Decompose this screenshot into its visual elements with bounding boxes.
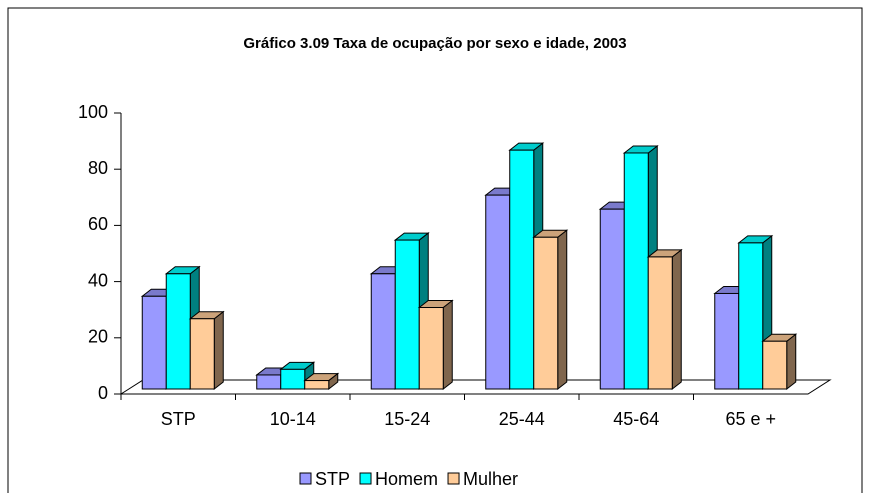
y-tick-label: 100 (78, 102, 108, 122)
x-tick-label: 15-24 (384, 409, 430, 429)
bar (599, 208, 625, 390)
bar (141, 295, 167, 390)
bar (189, 318, 215, 390)
bar (738, 242, 764, 390)
y-tick-label: 40 (88, 270, 108, 290)
bar (623, 152, 649, 390)
bar (533, 236, 559, 390)
x-tick-label: 10-14 (270, 409, 316, 429)
legend-label: Mulher (463, 469, 518, 489)
legend-swatch (299, 472, 312, 485)
legend-label: STP (315, 469, 350, 489)
bar (370, 273, 396, 390)
bar-side (786, 333, 797, 391)
bar (647, 256, 673, 390)
bar-side (442, 299, 453, 391)
bar (509, 149, 535, 390)
legend-swatch (359, 472, 372, 485)
chart-frame (7, 7, 863, 493)
y-tick-label: 80 (88, 158, 108, 178)
x-tick-label: 65 e + (725, 409, 776, 429)
y-tick-label: 0 (98, 383, 108, 403)
bar (418, 307, 444, 390)
legend-label: Homem (375, 469, 438, 489)
bar (304, 380, 330, 390)
x-tick-label: 45-64 (613, 409, 659, 429)
bar (165, 273, 191, 390)
chart-title: Gráfico 3.09 Taxa de ocupação por sexo e… (243, 35, 626, 52)
x-tick-label: STP (161, 409, 196, 429)
bar (394, 239, 420, 390)
bar-side (213, 310, 224, 391)
bar-side (557, 229, 568, 391)
y-tick-label: 20 (88, 327, 108, 347)
bar (256, 374, 282, 390)
legend-swatch (447, 472, 460, 485)
x-tick-label: 25-44 (499, 409, 545, 429)
y-tick-label: 60 (88, 214, 108, 234)
bar-side (671, 248, 682, 391)
bar (280, 368, 306, 390)
bar (762, 340, 788, 390)
bar (485, 194, 511, 390)
bar (714, 292, 740, 390)
